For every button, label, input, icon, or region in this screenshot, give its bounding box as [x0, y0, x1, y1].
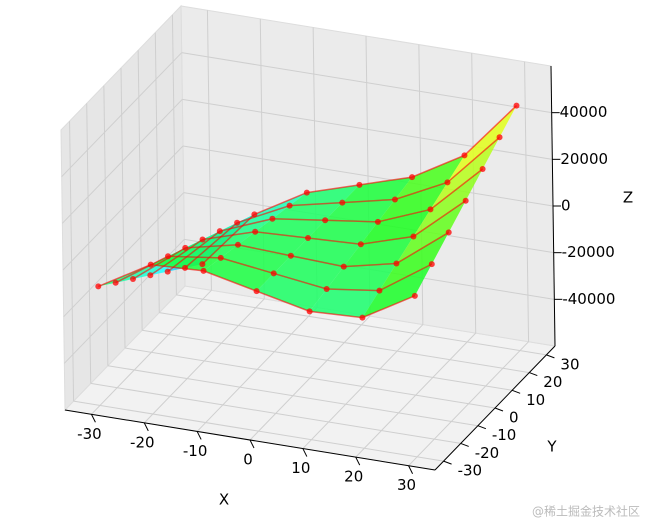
x-tick-label: -30: [77, 425, 102, 443]
x-tick-label: -20: [130, 433, 155, 451]
grid-line: [62, 145, 184, 271]
plot-area: [95, 102, 520, 321]
y-tick: [546, 354, 555, 359]
watermark: @稀土掘金技术社区: [532, 504, 640, 519]
grid-line: [63, 192, 185, 318]
x-tick-label: 30: [397, 476, 416, 494]
surface-cell: [290, 238, 361, 267]
surface-cell: [362, 264, 432, 318]
y-tick: [460, 442, 469, 447]
x-tick: [355, 456, 361, 466]
surface-cell: [202, 218, 273, 240]
surface-cell: [309, 289, 380, 318]
grid-line: [159, 312, 530, 374]
y-axis-label: Y: [546, 438, 557, 456]
surface-cell: [220, 244, 291, 274]
point-curve: [184, 136, 501, 269]
z-tick-label: 40000: [560, 103, 608, 121]
y-tick-label: -30: [458, 462, 483, 480]
surface-cell: [273, 255, 344, 289]
x-tick: [302, 448, 308, 457]
surface-cell: [394, 155, 465, 200]
y-tick-label: 10: [526, 391, 545, 409]
surface-cell: [150, 256, 221, 271]
grid-line: [61, 98, 183, 224]
z-tick-label: 0: [561, 197, 571, 215]
y-tick: [511, 389, 521, 394]
z-tick-label: -20000: [562, 243, 615, 261]
x-tick-label: -10: [183, 442, 208, 460]
surface-cell: [377, 182, 448, 222]
y-tick-label: 30: [560, 355, 579, 373]
x-tick: [196, 431, 202, 440]
point-curve: [167, 168, 484, 273]
point-curve: [132, 231, 450, 280]
z-tick-label: -40000: [562, 290, 615, 308]
surface-cell: [237, 231, 308, 256]
surface-cell: [430, 137, 500, 210]
x-tick-label: 20: [344, 468, 363, 486]
point-curve: [201, 105, 518, 265]
surface-cell: [413, 169, 483, 237]
x-axis: [64, 409, 436, 471]
point-curve: [115, 255, 433, 292]
x-tick: [90, 414, 96, 423]
y-tick-label: -20: [475, 444, 500, 462]
surface-cell: [203, 257, 274, 292]
z-axis: [550, 65, 556, 347]
surface-cell: [447, 105, 517, 183]
surface-cell: [342, 177, 413, 203]
y-tick-label: 20: [543, 373, 562, 391]
surface-cell: [396, 200, 466, 264]
y-tick-label: -10: [492, 426, 517, 444]
surface-cell: [326, 263, 397, 291]
y-axis: [434, 345, 556, 471]
grid-line: [61, 52, 183, 178]
grid-line: [181, 52, 552, 114]
z-axis-label: Z: [623, 189, 633, 207]
grid-line: [124, 347, 496, 409]
x-tick: [249, 439, 255, 449]
grid-line: [90, 382, 461, 444]
x-tick-label: 0: [243, 451, 253, 469]
grid-line: [182, 145, 554, 207]
surface-cell: [308, 220, 378, 245]
surface-cell: [379, 232, 449, 291]
point-curve: [149, 200, 467, 276]
y-tick: [477, 425, 487, 430]
grid-line: [73, 400, 444, 462]
y-tick: [494, 407, 504, 412]
y-tick: [529, 372, 538, 377]
surface-cell: [256, 273, 327, 312]
surface-cell: [343, 236, 414, 267]
y-tick: [443, 460, 452, 465]
x-tick-label: 10: [291, 459, 310, 477]
y-tick-label: 0: [509, 409, 519, 427]
z-tick-label: 20000: [560, 150, 608, 168]
x-tick: [143, 422, 149, 432]
x-axis-label: X: [219, 491, 229, 509]
x-tick: [408, 465, 414, 474]
grid-line: [142, 329, 513, 391]
grid-line: [176, 294, 547, 356]
grid-line: [107, 365, 478, 427]
